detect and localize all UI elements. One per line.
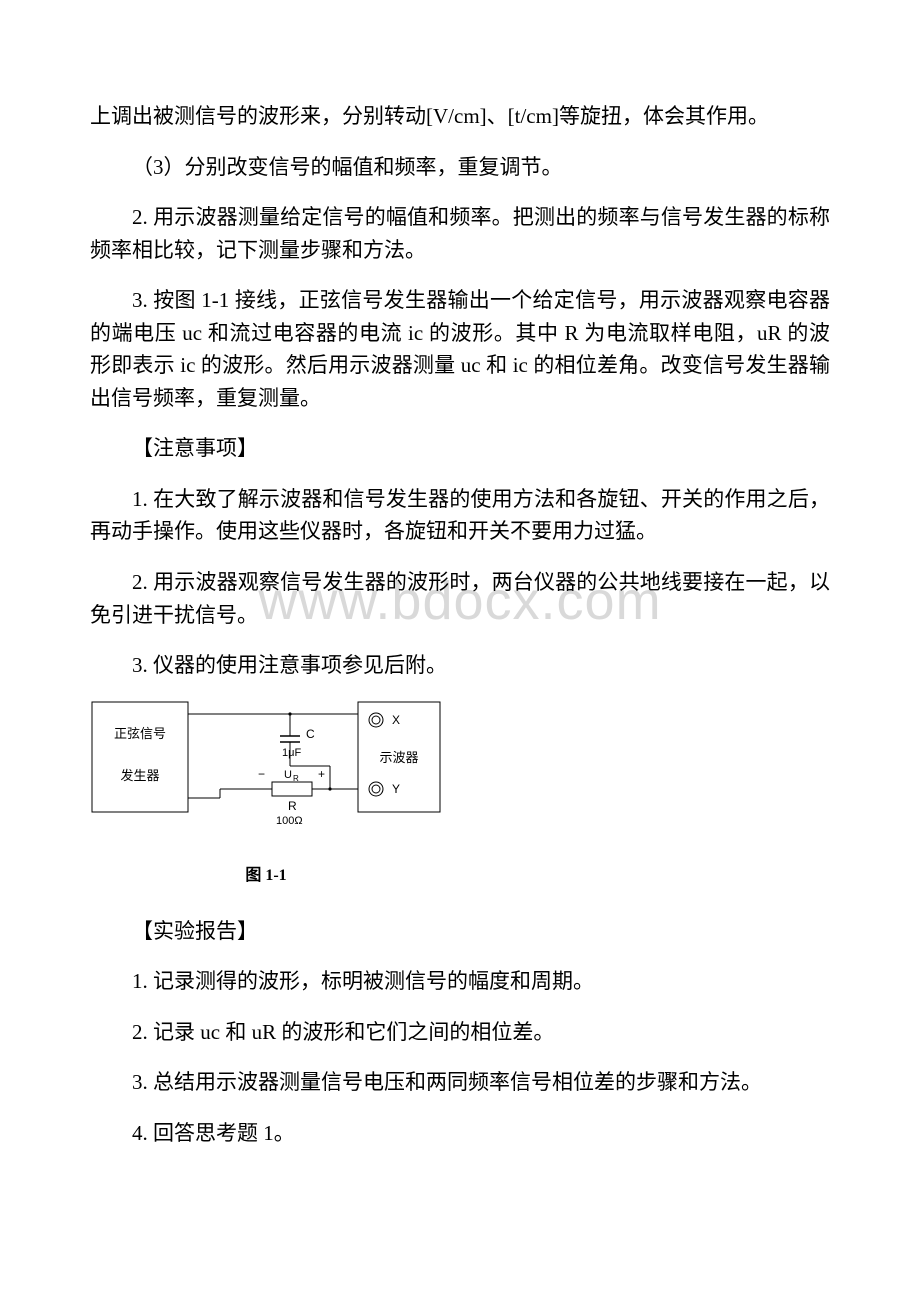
svg-text:C: C bbox=[306, 727, 315, 741]
svg-text:R: R bbox=[288, 799, 297, 813]
report-item-1: 1. 记录测得的波形，标明被测信号的幅度和周期。 bbox=[90, 965, 830, 998]
notes-item-1: 1. 在大致了解示波器和信号发生器的使用方法和各旋钮、开关的作用之后，再动手操作… bbox=[90, 483, 830, 548]
paragraph-item-2: 2. 用示波器测量给定信号的幅值和频率。把测出的频率与信号发生器的标称频率相比较… bbox=[90, 201, 830, 266]
svg-text:100Ω: 100Ω bbox=[276, 815, 303, 827]
svg-text:正弦信号: 正弦信号 bbox=[114, 726, 166, 741]
heading-report: 【实验报告】 bbox=[90, 915, 830, 948]
report-item-3: 3. 总结用示波器测量信号电压和两同频率信号相位差的步骤和方法。 bbox=[90, 1066, 830, 1099]
svg-text:X: X bbox=[392, 713, 400, 727]
svg-text:R: R bbox=[293, 774, 299, 783]
paragraph-continuation: 上调出被测信号的波形来，分别转动[V/cm]、[t/cm]等旋扭，体会其作用。 bbox=[90, 100, 830, 133]
heading-notes: 【注意事项】 bbox=[90, 432, 830, 465]
svg-text:Y: Y bbox=[392, 782, 400, 796]
notes-item-3: 3. 仪器的使用注意事项参见后附。 bbox=[90, 649, 830, 682]
report-item-4: 4. 回答思考题 1。 bbox=[90, 1117, 830, 1150]
figure-caption: 图 1-1 bbox=[90, 861, 442, 885]
circuit-svg: 正弦信号发生器示波器XC1μFY−UR+R100Ω bbox=[90, 700, 442, 848]
svg-text:+: + bbox=[318, 767, 325, 781]
notes-item-2: 2. 用示波器观察信号发生器的波形时，两台仪器的公共地线要接在一起，以免引进干扰… bbox=[90, 566, 830, 631]
circuit-diagram: 正弦信号发生器示波器XC1μFY−UR+R100Ω 图 1-1 bbox=[90, 700, 830, 885]
paragraph-step-3: （3）分别改变信号的幅值和频率，重复调节。 bbox=[90, 151, 830, 184]
report-item-2: 2. 记录 uc 和 uR 的波形和它们之间的相位差。 bbox=[90, 1016, 830, 1049]
svg-text:U: U bbox=[284, 769, 292, 781]
svg-text:−: − bbox=[258, 767, 265, 781]
svg-text:示波器: 示波器 bbox=[379, 750, 418, 765]
svg-text:发生器: 发生器 bbox=[120, 768, 159, 783]
svg-text:1μF: 1μF bbox=[282, 747, 301, 759]
paragraph-item-3: 3. 按图 1-1 接线，正弦信号发生器输出一个给定信号，用示波器观察电容器的端… bbox=[90, 284, 830, 414]
